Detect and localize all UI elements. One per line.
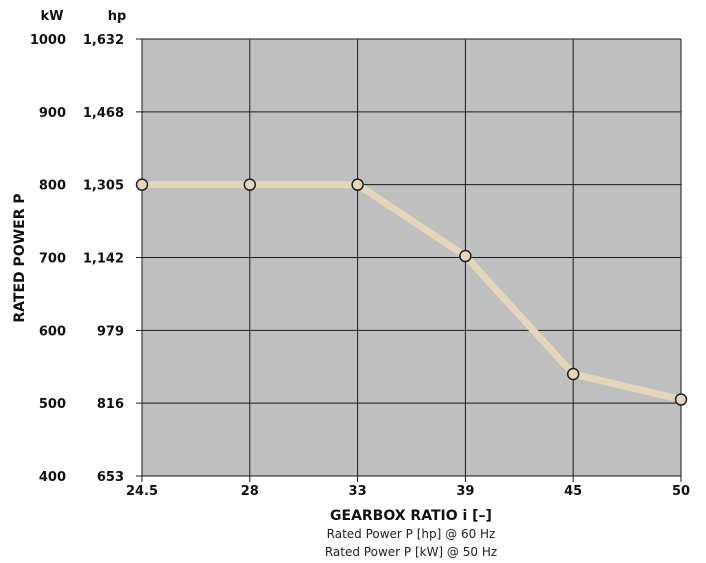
y-unit-hp: hp	[108, 9, 127, 24]
y-tick-kw: 500	[39, 397, 66, 412]
data-point	[135, 178, 149, 191]
x-tick-label: 24.5	[126, 484, 158, 499]
y-tick-hp: 1,468	[83, 106, 124, 121]
y-ticks-hp: 1,632 1,468 1,305 1,142 979 816 653	[83, 33, 124, 485]
x-tick-label: 28	[241, 484, 259, 499]
y-tick-kw: 800	[39, 179, 66, 194]
y-tick-hp: 1,142	[83, 252, 124, 267]
note-hp-60hz: Rated Power P [hp] @ 60 Hz	[327, 527, 496, 541]
y-tick-kw: 600	[39, 324, 66, 339]
data-point	[243, 178, 257, 191]
x-axis-title: GEARBOX RATIO i [–]	[330, 508, 492, 524]
y-ticks-kw: 1000 900 800 700 600 500 400	[30, 33, 66, 485]
y-tick-hp: 653	[97, 470, 124, 485]
series-line	[138, 181, 685, 404]
x-tick-label: 45	[564, 484, 582, 499]
data-point	[566, 367, 580, 381]
y-tick-hp: 1,305	[83, 179, 124, 194]
y-tick-hp: 979	[97, 324, 124, 339]
series-layer	[135, 178, 688, 406]
y-tick-kw: 400	[39, 470, 66, 485]
y-axis-title: RATED POWER P	[12, 193, 28, 322]
x-ticks: 24.5 28 33 39 45 50	[126, 484, 690, 499]
x-tick-label: 33	[349, 484, 367, 499]
data-point	[351, 178, 364, 191]
y-tick-hp: 816	[97, 397, 124, 412]
x-tick-label: 39	[456, 484, 474, 499]
y-tick-hp: 1,632	[83, 33, 124, 48]
y-tick-kw: 900	[39, 106, 66, 121]
data-point	[459, 249, 472, 263]
note-kw-50hz: Rated Power P [kW] @ 50 Hz	[325, 545, 497, 559]
y-unit-kw: kW	[41, 9, 64, 24]
data-point	[674, 393, 688, 406]
y-tick-kw: 700	[39, 252, 66, 267]
x-tick-label: 50	[672, 484, 690, 499]
y-tick-kw: 1000	[30, 33, 66, 48]
